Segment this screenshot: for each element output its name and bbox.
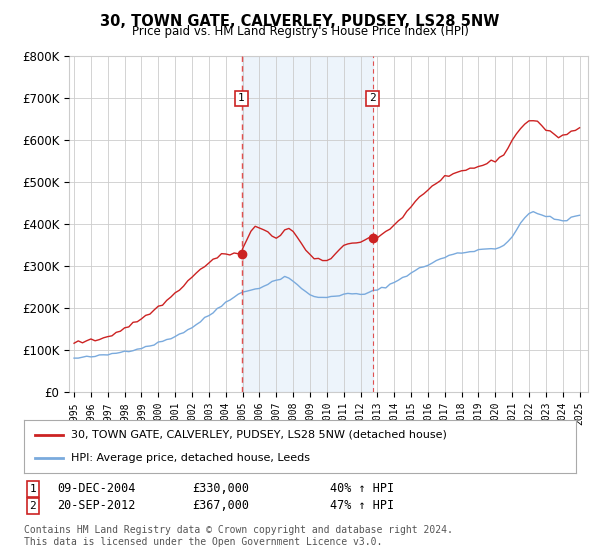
Text: 2: 2	[29, 501, 37, 511]
Text: Price paid vs. HM Land Registry's House Price Index (HPI): Price paid vs. HM Land Registry's House …	[131, 25, 469, 38]
Text: 30, TOWN GATE, CALVERLEY, PUDSEY, LS28 5NW: 30, TOWN GATE, CALVERLEY, PUDSEY, LS28 5…	[100, 14, 500, 29]
Text: 1: 1	[238, 94, 245, 103]
Text: 09-DEC-2004: 09-DEC-2004	[57, 482, 136, 496]
Text: £330,000: £330,000	[192, 482, 249, 496]
Text: 30, TOWN GATE, CALVERLEY, PUDSEY, LS28 5NW (detached house): 30, TOWN GATE, CALVERLEY, PUDSEY, LS28 5…	[71, 430, 447, 440]
Bar	[242, 56, 373, 392]
Text: 47% ↑ HPI: 47% ↑ HPI	[330, 499, 394, 512]
Text: 20-SEP-2012: 20-SEP-2012	[57, 499, 136, 512]
Text: 1: 1	[29, 484, 37, 494]
Text: HPI: Average price, detached house, Leeds: HPI: Average price, detached house, Leed…	[71, 453, 310, 463]
Text: Contains HM Land Registry data © Crown copyright and database right 2024.
This d: Contains HM Land Registry data © Crown c…	[24, 525, 453, 547]
Text: £367,000: £367,000	[192, 499, 249, 512]
Text: 40% ↑ HPI: 40% ↑ HPI	[330, 482, 394, 496]
Text: 2: 2	[369, 94, 376, 103]
